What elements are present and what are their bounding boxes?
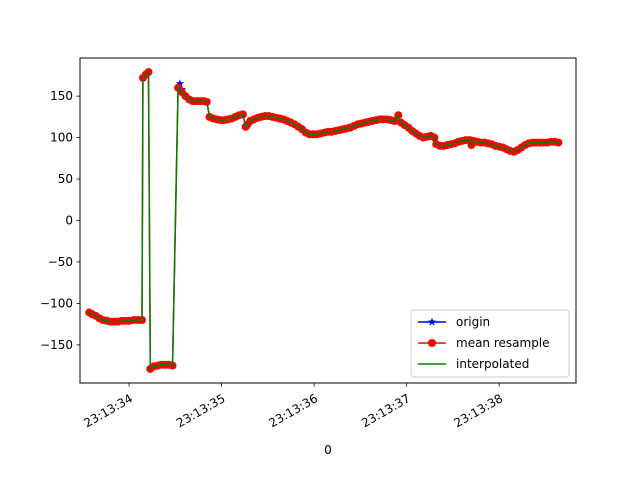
legend-label: interpolated [456, 357, 529, 371]
data-point [175, 79, 185, 88]
y-tick-label: 150 [50, 89, 73, 103]
series-interpolated [88, 71, 559, 370]
legend-label: mean resample [456, 336, 550, 350]
legend-item: origin [418, 315, 490, 329]
legend-marker [428, 339, 436, 347]
x-axis-label: 0 [324, 443, 332, 457]
series-layer [85, 68, 563, 373]
y-tick-label: −100 [40, 296, 73, 310]
y-tick-label: 50 [58, 172, 73, 186]
y-tick-label: −50 [48, 255, 73, 269]
series-line [88, 71, 559, 370]
legend-item: mean resample [418, 336, 550, 350]
y-tick-label: −150 [40, 338, 73, 352]
legend-item: interpolated [418, 357, 529, 371]
legend-marker [427, 317, 437, 326]
y-axis: 150 100 50 0 −50 −100 −150 [40, 89, 80, 352]
legend-box [410, 309, 570, 378]
y-tick-label: 100 [50, 131, 73, 145]
legend-label: origin [456, 315, 490, 329]
y-tick-label: 0 [65, 214, 73, 228]
legend: origin mean resample interpolated [410, 309, 570, 378]
